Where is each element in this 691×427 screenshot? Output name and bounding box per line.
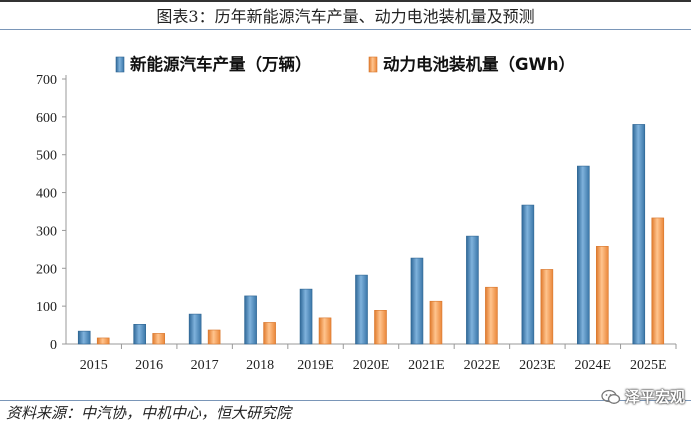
x-tick-label: 2018 (246, 358, 274, 373)
bar-production (133, 324, 146, 345)
wechat-icon (601, 389, 621, 404)
bar-battery (596, 246, 609, 345)
title-bar: 图表3：历年新能源汽车产量、动力电池装机量及预测 (0, 0, 691, 30)
x-tick-label: 2017 (191, 358, 219, 373)
x-tick-label: 2020E (353, 358, 390, 373)
bar-production (244, 295, 257, 345)
bar-battery (540, 269, 554, 345)
bar-chart: 0 100 200 300 400 500 600 700 2015 2016 2017 2018 20… (36, 54, 677, 373)
bar-battery (318, 317, 332, 345)
x-tick-label: 2019E (297, 358, 334, 373)
bar-battery (263, 322, 276, 345)
y-tick-label: 200 (36, 262, 57, 277)
x-tick-label: 2023E (519, 358, 556, 373)
legend-label: 新能源汽车产量（万辆） (130, 54, 312, 74)
bar-battery (429, 300, 443, 345)
x-tick-label: 2016 (135, 358, 163, 373)
bar-production (521, 204, 535, 345)
footer-divider (0, 400, 691, 401)
bar-battery (207, 329, 221, 345)
y-tick-label: 100 (36, 300, 57, 315)
bar-battery (96, 337, 110, 345)
bar-battery (485, 286, 498, 345)
y-tick-label: 600 (36, 111, 57, 126)
y-tick-label: 700 (36, 73, 57, 88)
x-tick-label: 2025E (630, 358, 667, 373)
chart-title: 图表3：历年新能源汽车产量、动力电池装机量及预测 (156, 7, 535, 26)
bar-production (632, 124, 646, 345)
bar-battery (374, 310, 387, 345)
legend-swatch (368, 56, 378, 73)
y-tick-label: 0 (50, 338, 57, 353)
bar-production (466, 235, 479, 345)
watermark-text: 泽平宏观 (624, 388, 685, 406)
watermark: 泽平宏观 (601, 386, 685, 407)
bar-battery (152, 333, 165, 345)
bar-production (77, 330, 91, 345)
y-tick-label: 400 (36, 187, 57, 202)
bar-production (299, 288, 313, 345)
x-tick-label: 2022E (464, 358, 501, 373)
bar-production (355, 274, 368, 345)
bar-battery (651, 217, 665, 345)
legend-label: 动力电池装机量（GWh） (383, 54, 575, 74)
x-tick-label: 2024E (575, 358, 612, 373)
bar-production (577, 165, 590, 345)
legend-swatch (115, 56, 125, 73)
x-tick-label: 2015 (80, 358, 108, 373)
bar-production (188, 313, 202, 345)
source-note: 资料来源：中汽协，中机中心，恒大研究院 (6, 404, 292, 422)
x-tick-label: 2021E (408, 358, 445, 373)
bar-production (410, 257, 424, 345)
y-tick-label: 500 (36, 149, 57, 164)
y-tick-label: 300 (36, 224, 57, 239)
